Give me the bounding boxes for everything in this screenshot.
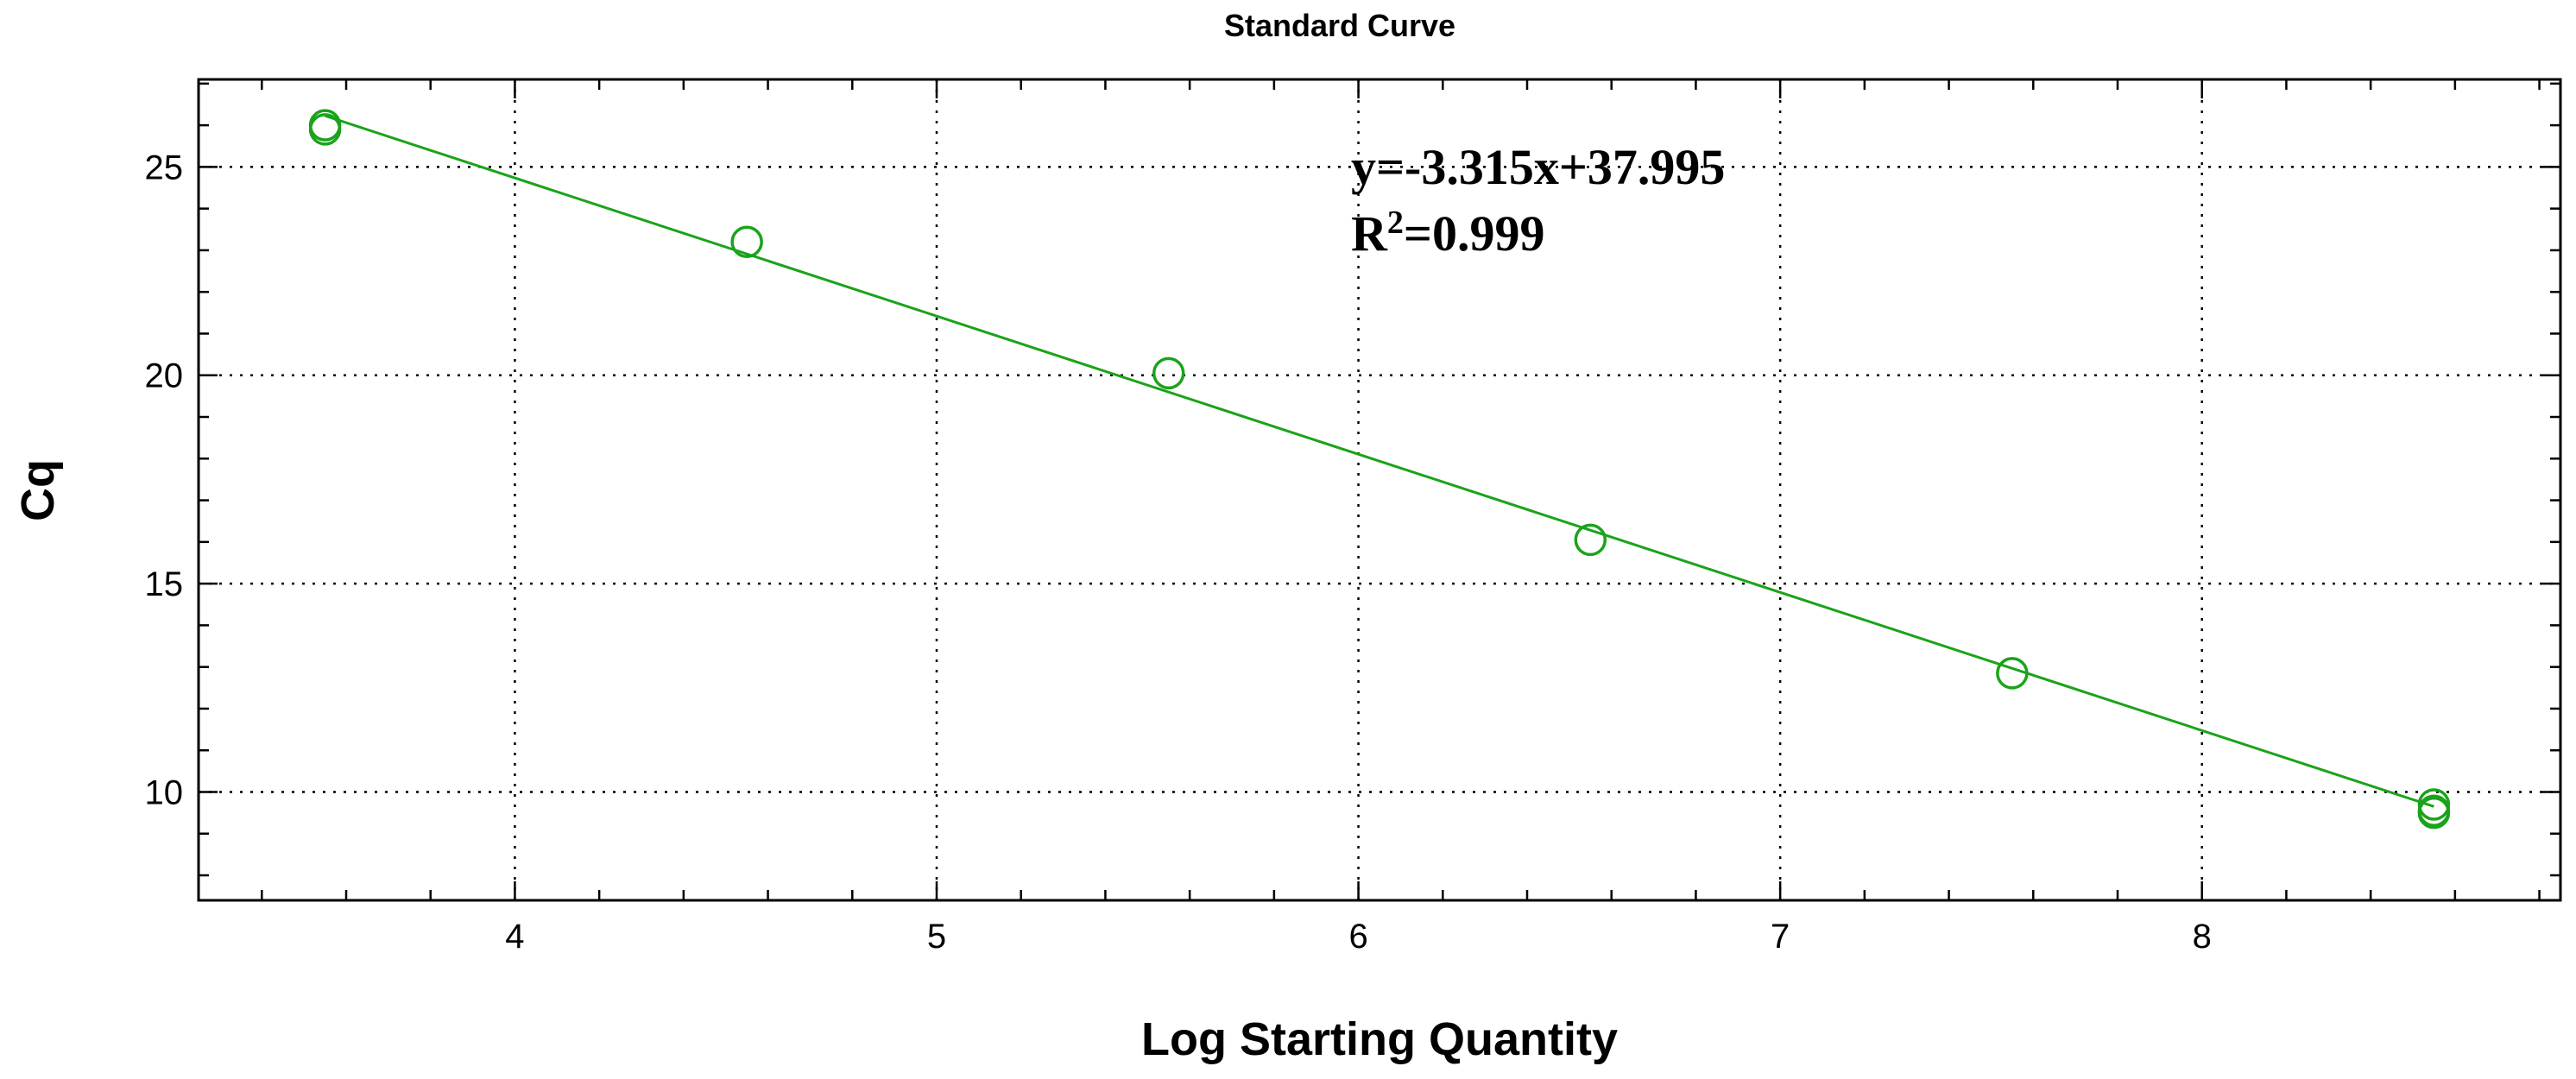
y-tick-label-1: 15 — [145, 565, 184, 603]
r-squared-prefix: R — [1351, 205, 1388, 262]
y-tick-label-3: 25 — [145, 148, 184, 186]
x-tick-label-1: 5 — [927, 918, 946, 956]
data-point-0-1 — [308, 113, 342, 146]
chart-title: Standard Curve — [1224, 8, 1455, 43]
r-squared: R2=0.999 — [1351, 205, 1544, 262]
plot-area-frame — [197, 78, 2562, 902]
y-axis-label: Cq — [12, 459, 64, 521]
fit-line-layer — [325, 114, 2434, 808]
y-tick-label-0: 10 — [145, 773, 184, 811]
data-point-0-4 — [1574, 523, 1607, 557]
r-squared-superscript: 2 — [1387, 205, 1404, 241]
data-point-0-8 — [2417, 796, 2451, 830]
y-tick-label-2: 20 — [145, 357, 184, 395]
x-tick-label-2: 6 — [1348, 918, 1367, 956]
axis-ticks — [199, 79, 2560, 900]
data-points — [308, 109, 2451, 830]
x-tick-label-3: 7 — [1771, 918, 1790, 956]
tick-labels: 4 5 6 7 8 10 15 20 25 — [145, 148, 2212, 956]
fit-equation: y=-3.315x+37.995 — [1351, 139, 1725, 195]
gridlines — [199, 79, 2560, 900]
x-tick-label-0: 4 — [505, 918, 524, 956]
data-point-0-3 — [1152, 357, 1185, 390]
fit-line — [325, 114, 2434, 808]
data-point-0-2 — [730, 225, 763, 259]
x-tick-label-4: 8 — [2193, 918, 2212, 956]
r-squared-value: =0.999 — [1404, 205, 1545, 262]
x-axis-label: Log Starting Quantity — [1141, 1013, 1618, 1065]
data-point-0-5 — [1996, 657, 2029, 690]
